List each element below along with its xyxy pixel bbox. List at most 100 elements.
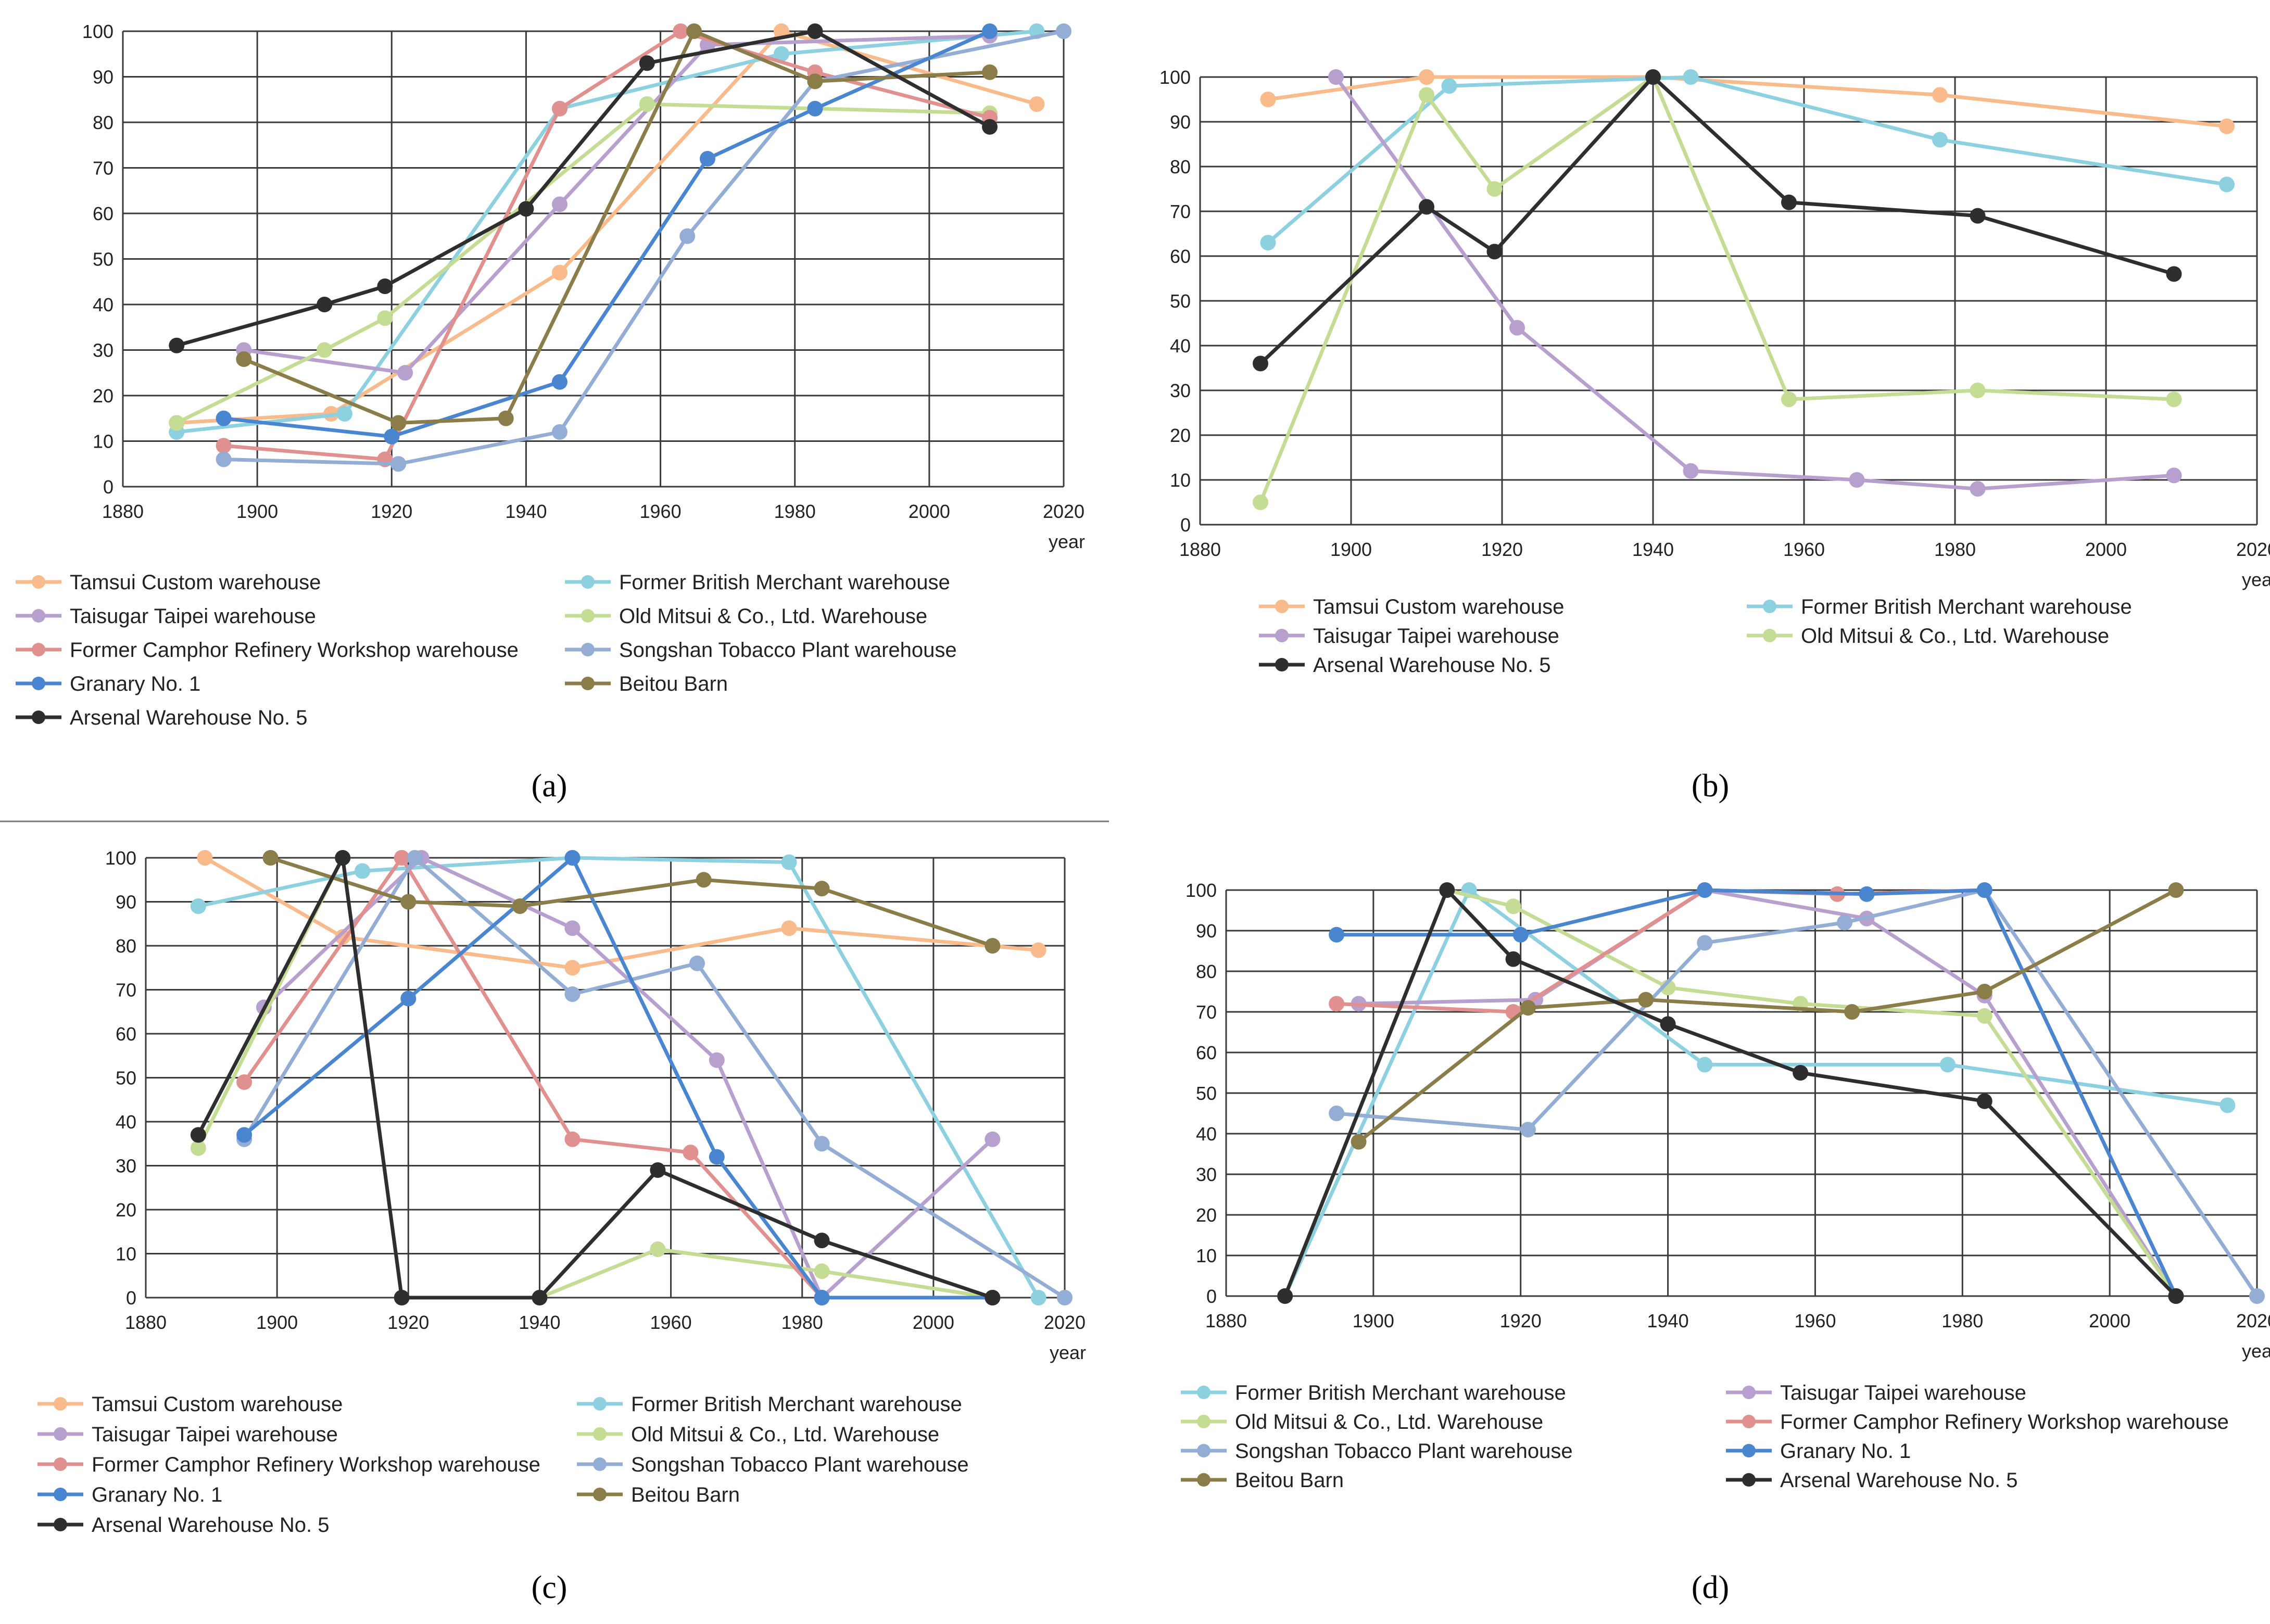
legend-item: Former Camphor Refinery Workshop warehou… (1726, 1411, 2229, 1433)
data-point (1837, 915, 1852, 931)
data-point (1253, 356, 1268, 372)
data-point (1520, 1000, 1536, 1016)
data-point (1970, 481, 1986, 497)
legend-label: Old Mitsui & Co., Ltd. Warehouse (619, 605, 927, 628)
y-tick-label: 80 (116, 935, 136, 957)
data-point (1439, 882, 1455, 898)
data-point (394, 1290, 410, 1305)
data-point (1419, 87, 1434, 103)
data-point (197, 850, 213, 866)
x-tick-label: 1880 (102, 501, 144, 522)
series-line (1258, 75, 2176, 504)
series-line (174, 29, 1039, 425)
y-tick-label: 100 (1159, 67, 1191, 88)
y-tick-label: 0 (1180, 514, 1191, 536)
y-tick-label: 30 (1196, 1164, 1217, 1185)
data-point (679, 228, 696, 244)
legend-label: Arsenal Warehouse No. 5 (1780, 1469, 2018, 1492)
data-point (564, 986, 581, 1002)
legend: Tamsui Custom warehouse Former British Me… (16, 571, 957, 729)
series-line (1357, 888, 2178, 1298)
series-line (242, 34, 992, 375)
legend-swatch-marker (32, 677, 45, 690)
data-point (1030, 1290, 1046, 1305)
data-point (169, 337, 185, 353)
legend-item: Songshan Tobacco Plant warehouse (577, 1453, 969, 1476)
legend-item: Former British Merchant warehouse (1747, 595, 2132, 618)
legend-label: Tamsui Custom warehouse (1313, 595, 1564, 618)
data-point (236, 1127, 253, 1143)
x-tick-label: 1880 (1179, 539, 1221, 560)
legend-swatch-marker (1197, 1444, 1210, 1457)
y-tick-label: 20 (1170, 425, 1191, 446)
x-axis-title: year (1050, 1342, 1086, 1363)
data-point (532, 1290, 548, 1305)
chart-panel-b: 0 10 20 30 40 50 60 70 80 90 100 1880 1900 1920 1940 19… (1159, 67, 2270, 677)
series-line (174, 29, 1039, 434)
chart-panel-d: 0 10 20 30 40 50 60 70 80 90 100 1880 1900 1920 1940 19… (1181, 880, 2270, 1492)
legend-swatch-marker (32, 575, 45, 589)
legend-swatch-marker (1742, 1386, 1756, 1399)
data-point (1329, 927, 1345, 943)
y-tick-label: 70 (93, 158, 114, 179)
data-point (1329, 996, 1345, 1012)
legend-label: Beitou Barn (619, 673, 728, 695)
series-line (1357, 888, 2178, 1144)
y-tick-label: 80 (1170, 156, 1191, 177)
y-tick-label: 80 (1196, 961, 1217, 982)
data-point (1277, 1288, 1293, 1304)
y-tick-label: 50 (93, 249, 114, 270)
data-point (1976, 1093, 1992, 1109)
legend-swatch-marker (1742, 1415, 1756, 1428)
x-tick-label: 1960 (1783, 539, 1825, 560)
data-point (1645, 69, 1661, 85)
data-point (985, 938, 1001, 954)
legend-item: Beitou Barn (577, 1483, 740, 1506)
y-tick-label: 70 (1170, 201, 1191, 222)
data-point (773, 46, 789, 62)
legend-item: Old Mitsui & Co., Ltd. Warehouse (1747, 625, 2109, 648)
y-tick-label: 10 (1196, 1245, 1217, 1266)
data-point (1351, 1134, 1367, 1150)
legend-item: Songshan Tobacco Plant warehouse (1181, 1440, 1573, 1463)
x-tick-label: 1920 (1500, 1310, 1542, 1331)
data-point (683, 1145, 699, 1161)
y-tick-label: 50 (1170, 290, 1191, 312)
x-tick-label: 1980 (781, 1312, 823, 1333)
data-point (1486, 181, 1503, 197)
y-tick-label: 60 (93, 203, 114, 224)
series-line (242, 856, 994, 1300)
data-point (1512, 927, 1529, 943)
data-point (807, 73, 823, 90)
series-line (222, 29, 1066, 466)
legend-item: Former British Merchant warehouse (1181, 1381, 1566, 1404)
legend-item: Granary No. 1 (37, 1483, 222, 1506)
legend-item: Former Camphor Refinery Workshop warehou… (37, 1453, 540, 1476)
y-tick-label: 60 (1170, 246, 1191, 267)
y-tick-label: 40 (1170, 335, 1191, 357)
data-point (814, 1263, 830, 1279)
x-axis-title: year (1049, 531, 1085, 552)
legend-item: Taisugar Taipei warehouse (1259, 625, 1559, 648)
legend-swatch-marker (1742, 1473, 1756, 1487)
data-point (814, 1136, 830, 1152)
data-point (982, 64, 998, 80)
data-point (551, 264, 568, 281)
x-tick-label: 1980 (1941, 1310, 1983, 1331)
legend-label: Former British Merchant warehouse (1801, 595, 2132, 618)
data-point (564, 850, 581, 866)
legend-swatch-marker (1763, 600, 1776, 613)
series-line (203, 856, 1041, 970)
x-tick-label: 1920 (1481, 539, 1523, 560)
x-tick-label: 2000 (913, 1312, 954, 1333)
legend-label: Former Camphor Refinery Workshop warehou… (1780, 1411, 2229, 1433)
x-tick-label: 1920 (371, 501, 412, 522)
data-point (689, 955, 705, 971)
legend-label: Tamsui Custom warehouse (70, 571, 321, 594)
legend-label: Taisugar Taipei warehouse (70, 605, 316, 628)
legend-swatch-marker (581, 609, 595, 623)
legend-label: Taisugar Taipei warehouse (92, 1423, 338, 1446)
data-point (1419, 69, 1434, 85)
x-axis-title: year (2242, 1340, 2270, 1362)
data-point (1520, 1122, 1536, 1138)
